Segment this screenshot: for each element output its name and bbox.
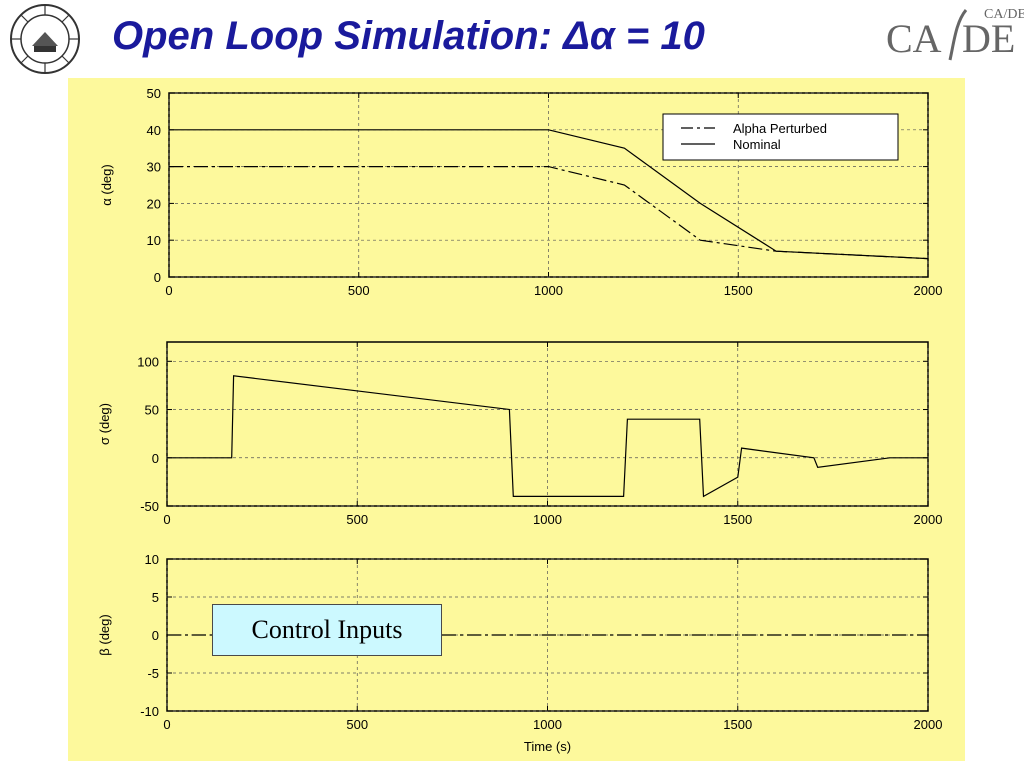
x-tick-label: 2000 bbox=[914, 717, 943, 732]
plot-panel: 0 500 1000 1500 2000 0 10 20 30 40 50 α (deg) Alpha … bbox=[68, 78, 965, 761]
y-tick-label: 50 bbox=[145, 403, 159, 418]
x-tick-label: 1000 bbox=[533, 717, 562, 732]
x-axis-label: Time (s) bbox=[524, 739, 571, 754]
legend-box bbox=[662, 113, 899, 161]
x-tick-label: 1500 bbox=[724, 283, 753, 298]
y-tick-label: 5 bbox=[152, 590, 159, 605]
slide-title: Open Loop Simulation: Δα = 10 bbox=[112, 14, 705, 58]
y-axis-label: σ (deg) bbox=[97, 403, 112, 445]
cade-logo: CA DE CA/DE bbox=[886, 7, 1024, 61]
x-tick-label: 0 bbox=[165, 283, 172, 298]
y-tick-label: 10 bbox=[145, 552, 159, 567]
y-tick-label: 100 bbox=[137, 354, 159, 369]
y-tick-label: -50 bbox=[140, 499, 159, 514]
x-tick-label: 0 bbox=[163, 717, 170, 732]
x-tick-label: 500 bbox=[348, 283, 370, 298]
y-tick-label: 20 bbox=[147, 196, 161, 211]
x-tick-label: 500 bbox=[346, 717, 368, 732]
y-tick-label: 0 bbox=[152, 628, 159, 643]
control-inputs-label: Control Inputs bbox=[212, 604, 442, 656]
y-tick-label: 0 bbox=[152, 451, 159, 466]
svg-text:CA: CA bbox=[886, 16, 942, 61]
y-tick-label: 30 bbox=[147, 160, 161, 175]
y-tick-label: 40 bbox=[147, 123, 161, 138]
x-tick-label: 1000 bbox=[534, 283, 563, 298]
x-tick-label: 2000 bbox=[914, 512, 943, 527]
y-tick-label: 10 bbox=[147, 233, 161, 248]
y-tick-label: -5 bbox=[147, 666, 159, 681]
x-tick-label: 500 bbox=[346, 512, 368, 527]
series-line bbox=[167, 375, 928, 498]
y-tick-label: -10 bbox=[140, 704, 159, 719]
legend-label: Nominal bbox=[733, 137, 781, 152]
series-line-nominal bbox=[169, 129, 929, 260]
y-axis-label: α (deg) bbox=[99, 164, 114, 205]
x-tick-label: 1500 bbox=[723, 512, 752, 527]
x-tick-label: 1500 bbox=[723, 717, 752, 732]
x-tick-label: 2000 bbox=[914, 283, 943, 298]
x-tick-label: 0 bbox=[163, 512, 170, 527]
y-axis-label: β (deg) bbox=[97, 614, 112, 655]
svg-text:DE: DE bbox=[962, 16, 1015, 61]
x-tick-label: 1000 bbox=[533, 512, 562, 527]
legend-label: Alpha Perturbed bbox=[733, 121, 827, 136]
cade-small-label: CA/DE bbox=[984, 7, 1024, 22]
institute-logo bbox=[10, 4, 80, 74]
y-tick-label: 0 bbox=[154, 270, 161, 285]
y-tick-label: 50 bbox=[147, 86, 161, 101]
